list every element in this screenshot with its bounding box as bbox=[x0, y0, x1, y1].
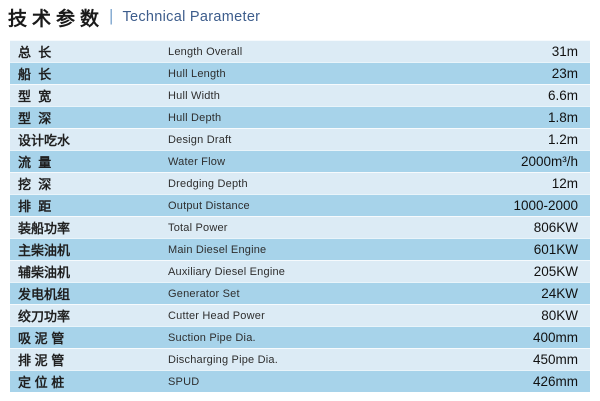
row-label-english: Dredging Depth bbox=[168, 177, 248, 190]
section-header: 技术参数 | Technical Parameter bbox=[8, 3, 260, 31]
table-row: 型 深 Hull Depth 1.8m bbox=[10, 106, 590, 128]
row-label-english: Suction Pipe Dia. bbox=[168, 331, 256, 344]
row-value: 2000m³/h bbox=[520, 154, 578, 169]
table-row: 发电机组 Generator Set 24KW bbox=[10, 282, 590, 304]
table-row: 设计吃水 Design Draft 1.2m bbox=[10, 128, 590, 150]
row-label-chinese: 船 长 bbox=[18, 67, 52, 82]
row-label-chinese: 总 长 bbox=[18, 45, 52, 60]
row-label-english: Hull Depth bbox=[168, 111, 222, 124]
row-value: 31m bbox=[551, 44, 578, 59]
row-value: 6.6m bbox=[547, 88, 578, 103]
table-row: 型 宽 Hull Width 6.6m bbox=[10, 84, 590, 106]
row-label-chinese: 设计吃水 bbox=[18, 133, 71, 148]
row-label-chinese: 定 位 桩 bbox=[18, 375, 65, 390]
row-label-chinese: 排 距 bbox=[18, 199, 52, 214]
table-row: 总 长 Length Overall 31m bbox=[10, 40, 590, 62]
row-value: 1000-2000 bbox=[513, 198, 578, 213]
title-divider: | bbox=[109, 6, 114, 25]
row-value: 23m bbox=[551, 66, 578, 81]
row-value: 1.8m bbox=[547, 110, 578, 125]
row-label-english: Discharging Pipe Dia. bbox=[168, 353, 278, 366]
table-row: 主柴油机 Main Diesel Engine 601KW bbox=[10, 238, 590, 260]
table-row: 绞刀功率 Cutter Head Power 80KW bbox=[10, 304, 590, 326]
table-row: 辅柴油机 Auxiliary Diesel Engine 205KW bbox=[10, 260, 590, 282]
row-value: 12m bbox=[551, 176, 578, 191]
row-value: 400mm bbox=[532, 330, 578, 345]
row-label-chinese: 主柴油机 bbox=[18, 243, 71, 258]
row-label-english: Design Draft bbox=[168, 133, 232, 146]
row-label-english: Auxiliary Diesel Engine bbox=[168, 265, 286, 278]
row-label-english: Cutter Head Power bbox=[168, 309, 265, 322]
row-label-chinese: 绞刀功率 bbox=[18, 309, 71, 324]
table-row: 船 长 Hull Length 23m bbox=[10, 62, 590, 84]
row-value: 24KW bbox=[541, 286, 578, 301]
row-label-chinese: 吸 泥 管 bbox=[18, 331, 65, 346]
table-row: 装船功率 Total Power 806KW bbox=[10, 216, 590, 238]
row-label-english: Output Distance bbox=[168, 199, 250, 212]
table-row: 挖 深 Dredging Depth 12m bbox=[10, 172, 590, 194]
row-label-english: Main Diesel Engine bbox=[168, 243, 267, 256]
row-label-chinese: 型 深 bbox=[18, 111, 52, 126]
row-value: 1.2m bbox=[547, 132, 578, 147]
row-label-english: Hull Length bbox=[168, 67, 226, 80]
row-value: 601KW bbox=[533, 242, 578, 257]
row-label-english: Length Overall bbox=[168, 45, 243, 58]
table-row: 吸 泥 管 Suction Pipe Dia. 400mm bbox=[10, 326, 590, 348]
row-label-chinese: 辅柴油机 bbox=[18, 265, 71, 280]
row-label-english: Generator Set bbox=[168, 287, 240, 300]
section-title-chinese: 技术参数 bbox=[8, 8, 105, 30]
row-label-english: Total Power bbox=[168, 221, 228, 234]
row-label-english: SPUD bbox=[168, 375, 200, 388]
row-label-chinese: 发电机组 bbox=[18, 287, 71, 302]
table-row: 排 泥 管 Discharging Pipe Dia. 450mm bbox=[10, 348, 590, 370]
row-value: 80KW bbox=[541, 308, 578, 323]
row-label-chinese: 挖 深 bbox=[18, 177, 52, 192]
section-title-english: Technical Parameter bbox=[122, 9, 261, 25]
table-row: 流 量 Water Flow 2000m³/h bbox=[10, 150, 590, 172]
row-label-chinese: 排 泥 管 bbox=[18, 353, 65, 368]
row-label-chinese: 装船功率 bbox=[18, 221, 71, 236]
row-label-english: Water Flow bbox=[168, 155, 226, 168]
table-row: 排 距 Output Distance 1000-2000 bbox=[10, 194, 590, 216]
table-row: 定 位 桩 SPUD 426mm bbox=[10, 370, 590, 392]
row-label-chinese: 型 宽 bbox=[18, 89, 52, 104]
row-label-english: Hull Width bbox=[168, 89, 221, 102]
row-value: 806KW bbox=[533, 220, 578, 235]
parameter-table: 总 长 Length Overall 31m 船 长 Hull Length 2… bbox=[10, 40, 590, 392]
row-value: 426mm bbox=[532, 374, 578, 389]
row-value: 205KW bbox=[533, 264, 578, 279]
row-value: 450mm bbox=[532, 352, 578, 367]
row-label-chinese: 流 量 bbox=[18, 155, 52, 170]
